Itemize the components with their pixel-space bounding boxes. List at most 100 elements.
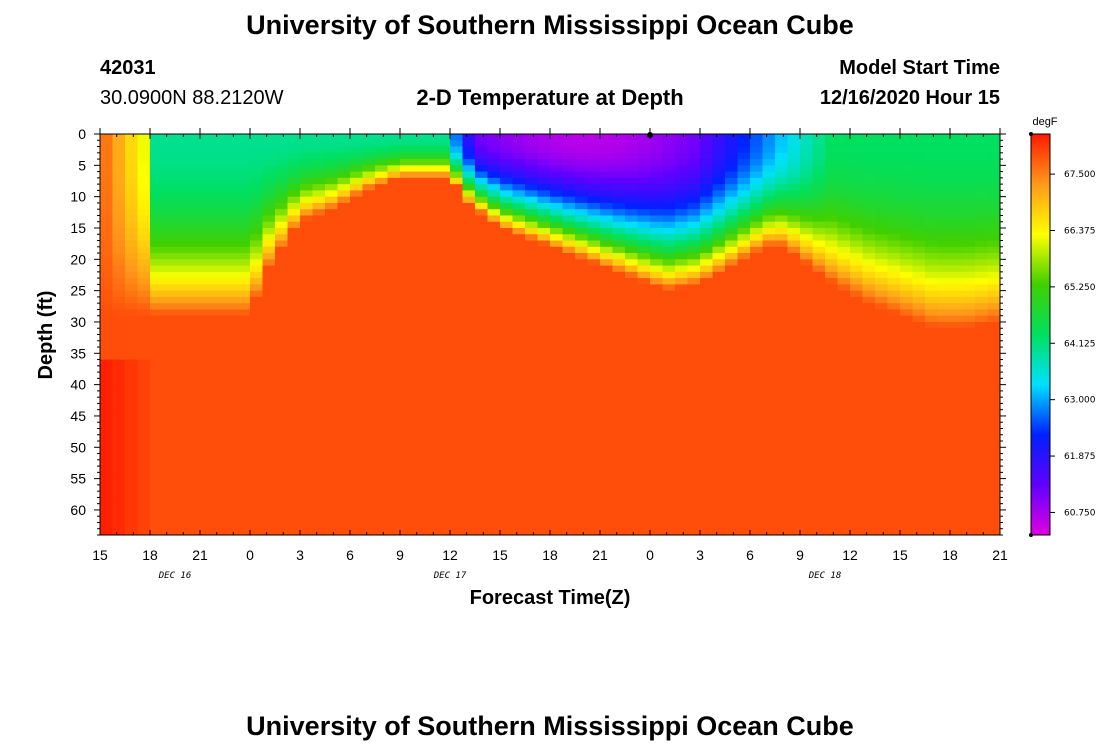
heatmap-cell — [950, 466, 964, 473]
heatmap-cell — [112, 146, 126, 154]
heatmap-cell — [337, 165, 351, 173]
heatmap-cell — [962, 390, 976, 398]
heatmap-cell — [950, 372, 964, 379]
heatmap-cell — [437, 472, 451, 480]
heatmap-cell — [800, 528, 814, 535]
heatmap-cell — [575, 284, 589, 292]
heatmap-cell — [525, 434, 539, 442]
heatmap-cell — [137, 190, 151, 198]
heatmap-cell — [262, 171, 276, 179]
heatmap-cell — [462, 384, 476, 392]
heatmap-cell — [125, 303, 139, 311]
heatmap-cell — [437, 165, 451, 173]
heatmap-cell — [887, 165, 901, 173]
heatmap-cell — [362, 271, 376, 279]
heatmap-cell — [737, 315, 751, 323]
heatmap-cell — [112, 447, 126, 455]
heatmap-cell — [225, 165, 239, 173]
heatmap-cell — [800, 365, 814, 373]
heatmap-cell — [562, 359, 576, 367]
heatmap-cell — [675, 159, 689, 166]
heatmap-cell — [412, 296, 426, 304]
heatmap-cell — [237, 365, 251, 373]
heatmap-cell — [750, 246, 764, 254]
heatmap-cell — [300, 202, 314, 210]
heatmap-cell — [425, 202, 439, 210]
heatmap-cell — [175, 165, 189, 173]
heatmap-cell — [550, 234, 564, 242]
heatmap-cell — [675, 328, 689, 336]
heatmap-cell — [300, 403, 314, 411]
heatmap-cell — [662, 159, 676, 166]
heatmap-cell — [487, 403, 501, 411]
heatmap-cell — [462, 397, 476, 405]
heatmap-cell — [475, 165, 489, 173]
heatmap-cell — [612, 484, 626, 492]
heatmap-cell — [575, 409, 589, 417]
heatmap-cell — [575, 296, 589, 304]
heatmap-cell — [575, 334, 589, 342]
heatmap-cell — [950, 184, 964, 191]
heatmap-cell — [712, 296, 726, 304]
heatmap-cell — [462, 428, 476, 436]
heatmap-cell — [937, 384, 951, 392]
heatmap-cell — [387, 497, 401, 505]
heatmap-cell — [800, 171, 814, 179]
heatmap-cell — [200, 146, 214, 154]
heatmap-cell — [887, 491, 901, 499]
x-tick-label: 0 — [246, 547, 254, 563]
heatmap-cell — [200, 246, 214, 254]
heatmap-cell — [987, 234, 1000, 242]
heatmap-cell — [350, 378, 364, 386]
heatmap-cell — [312, 372, 326, 379]
heatmap-cell — [912, 397, 926, 405]
heatmap-cell — [300, 196, 314, 204]
heatmap-cell — [687, 441, 701, 448]
heatmap-cell — [900, 134, 914, 141]
heatmap-cell — [500, 215, 514, 223]
heatmap-cell — [225, 422, 239, 430]
heatmap-cell — [612, 384, 626, 392]
heatmap-cell — [975, 296, 989, 304]
heatmap-cell — [675, 190, 689, 198]
heatmap-cell — [937, 303, 951, 311]
heatmap-cell — [237, 390, 251, 398]
heatmap-cell — [537, 165, 551, 173]
heatmap-cell — [962, 484, 976, 492]
heatmap-cell — [187, 278, 201, 285]
heatmap-cell — [625, 459, 639, 467]
y-tick-label: 25 — [70, 283, 86, 299]
heatmap-cell — [700, 340, 714, 348]
heatmap-cell — [912, 478, 926, 486]
heatmap-cell — [162, 484, 176, 492]
heatmap-cell — [450, 265, 464, 273]
heatmap-cell — [925, 196, 939, 204]
heatmap-cell — [100, 384, 114, 392]
heatmap-cell — [312, 353, 326, 361]
heatmap-cell — [512, 159, 526, 166]
heatmap-cell — [825, 227, 839, 235]
heatmap-cell — [862, 397, 876, 405]
heatmap-cell — [125, 321, 139, 329]
heatmap-cell — [337, 509, 351, 517]
heatmap-cell — [212, 334, 226, 342]
heatmap-cell — [187, 159, 201, 166]
heatmap-cell — [337, 134, 351, 141]
heatmap-cell — [162, 309, 176, 317]
heatmap-cell — [225, 453, 239, 461]
heatmap-cell — [187, 234, 201, 242]
heatmap-cell — [362, 284, 376, 292]
heatmap-cell — [175, 253, 189, 260]
heatmap-cell — [337, 415, 351, 423]
heatmap-cell — [775, 359, 789, 367]
heatmap-cell — [500, 466, 514, 473]
heatmap-cell — [362, 491, 376, 499]
heatmap-cell — [850, 328, 864, 336]
heatmap-cell — [725, 365, 739, 373]
heatmap-cell — [625, 265, 639, 273]
heatmap-cell — [362, 334, 376, 342]
heatmap-cell — [275, 472, 289, 480]
heatmap-cell — [800, 466, 814, 473]
heatmap-cell — [750, 328, 764, 336]
heatmap-cell — [625, 202, 639, 210]
